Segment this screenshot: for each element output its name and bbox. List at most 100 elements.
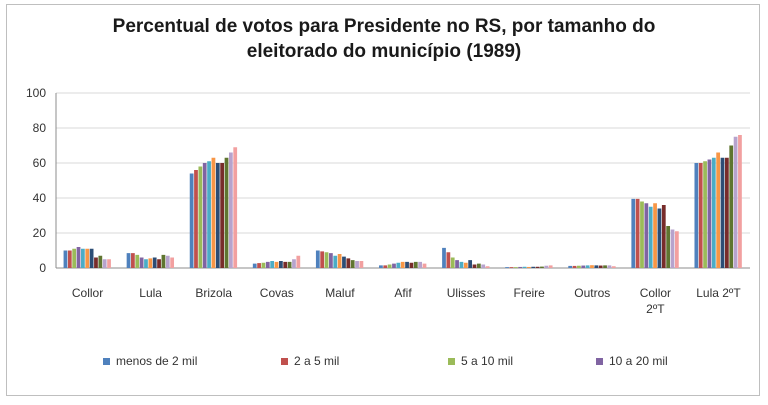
bar — [333, 255, 338, 268]
bar — [379, 265, 383, 268]
bar — [337, 254, 342, 268]
bar — [603, 265, 607, 268]
bar — [261, 262, 266, 268]
bar — [640, 201, 644, 268]
bar — [413, 261, 418, 268]
bar — [94, 257, 98, 268]
bar — [257, 263, 261, 268]
bar — [472, 264, 477, 268]
bar — [320, 251, 325, 268]
bar — [607, 265, 612, 268]
bar — [148, 258, 153, 268]
bar — [85, 248, 90, 268]
bar — [198, 166, 203, 268]
y-tick-label: 100 — [26, 86, 46, 100]
bar — [631, 198, 636, 268]
bar — [657, 208, 662, 268]
bar — [72, 248, 77, 268]
bar — [635, 198, 640, 268]
bar — [540, 266, 544, 268]
y-tick-label: 60 — [33, 156, 47, 170]
bar — [355, 261, 359, 268]
bar — [729, 145, 734, 268]
bar — [442, 247, 446, 268]
bar — [67, 250, 72, 268]
legend-swatch — [596, 357, 603, 365]
bar — [63, 250, 68, 268]
bar — [139, 257, 144, 268]
bar — [215, 163, 220, 268]
bar — [152, 257, 157, 268]
legend-item: menos de 2 mil — [103, 354, 197, 368]
legend-label: 2 a 5 mil — [294, 354, 340, 368]
bar — [518, 266, 523, 268]
bar — [446, 252, 451, 268]
bar — [422, 263, 427, 268]
bar — [131, 253, 135, 268]
bar — [572, 265, 577, 268]
y-tick-label: 40 — [33, 191, 47, 205]
x-tick-label: Outros — [574, 286, 610, 300]
legend-label: menos de 2 mil — [116, 354, 198, 368]
bar — [716, 152, 721, 268]
bar — [481, 264, 486, 268]
x-tick-label: Afif — [394, 286, 412, 300]
bar — [738, 135, 742, 268]
y-tick-label: 80 — [33, 121, 47, 135]
bar — [522, 266, 527, 268]
bar — [98, 255, 103, 268]
bar — [81, 248, 85, 268]
bar — [211, 157, 216, 268]
bar — [102, 259, 107, 268]
legend-label: 5 a 10 mil — [461, 354, 514, 368]
bar — [585, 265, 590, 268]
bar — [568, 265, 573, 268]
bar — [278, 261, 283, 268]
legend-item: 10 a 20 mil — [596, 354, 668, 368]
bar — [346, 258, 351, 268]
bar — [228, 152, 233, 268]
bar — [590, 265, 594, 268]
bar — [485, 266, 490, 268]
bar — [455, 260, 459, 268]
bar — [661, 205, 666, 268]
bar — [598, 265, 603, 268]
bar — [720, 157, 725, 268]
bar — [189, 173, 194, 268]
bar — [707, 159, 712, 268]
bar — [252, 263, 257, 268]
chart-title: Percentual de votos para Presidente no R… — [0, 14, 768, 64]
bar — [544, 265, 549, 268]
bar — [418, 261, 423, 268]
bar — [342, 256, 346, 268]
bar — [450, 257, 455, 268]
bar — [611, 266, 616, 268]
bar — [329, 253, 333, 268]
bar — [513, 267, 518, 268]
bar — [703, 161, 707, 268]
bar — [324, 252, 329, 268]
x-tick-label: Ulisses — [447, 286, 486, 300]
bar — [724, 157, 729, 268]
bar — [76, 247, 81, 268]
bar — [409, 262, 414, 268]
bar — [89, 248, 94, 268]
bar — [459, 261, 464, 268]
x-tick-label: Brizola — [195, 286, 232, 300]
bar — [315, 250, 320, 268]
legend-swatch — [281, 357, 288, 365]
bar — [165, 255, 170, 268]
bar — [220, 163, 225, 268]
bar — [157, 259, 161, 268]
chart-legend: menos de 2 mil 2 a 5 mil 5 a 10 mil 10 a 20… — [0, 354, 768, 372]
bar — [202, 163, 207, 268]
bar — [383, 265, 388, 268]
x-tick-label: Collor — [640, 286, 671, 300]
y-tick-label: 20 — [33, 226, 47, 240]
bar — [224, 157, 229, 268]
bar — [527, 266, 531, 268]
bar — [270, 261, 275, 268]
legend-label: 10 a 20 mil — [609, 354, 668, 368]
bar — [505, 267, 509, 268]
bar — [644, 203, 649, 268]
